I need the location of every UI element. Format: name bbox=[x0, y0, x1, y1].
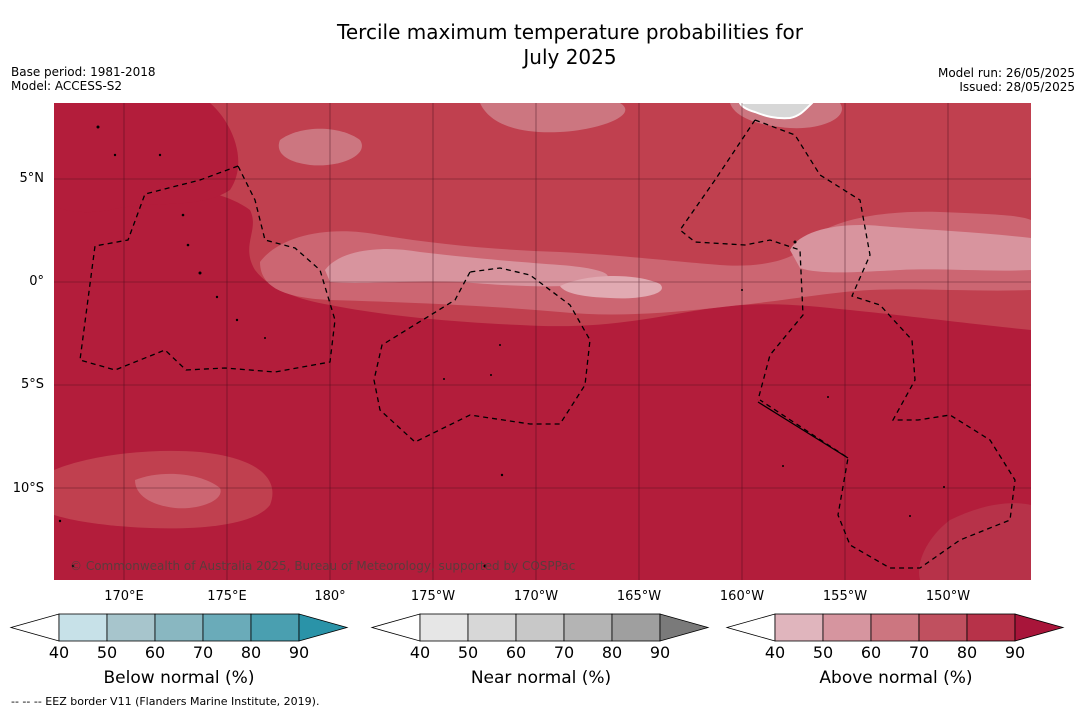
probability-patch-southwest bbox=[135, 473, 221, 509]
left-metadata: Base period: 1981-2018 Model: ACCESS-S2 bbox=[11, 65, 156, 93]
colorbar-segment bbox=[774, 613, 824, 642]
lat-label-5n: 5°N bbox=[19, 171, 45, 186]
lon-label-155w: 155°W bbox=[822, 589, 868, 604]
colorbar-segment bbox=[419, 613, 469, 642]
probability-band-southeast bbox=[919, 503, 1031, 580]
graticule bbox=[54, 103, 1031, 580]
model-name: Model: ACCESS-S2 bbox=[11, 79, 123, 93]
colorbar-tick-label: 60 bbox=[860, 643, 882, 662]
model-run: Model run: 26/05/2025 bbox=[937, 66, 1075, 80]
colorbar-segment bbox=[870, 613, 920, 642]
colorbar-tick-label: 60 bbox=[505, 643, 527, 662]
colorbar-tick-label: 70 bbox=[192, 643, 214, 662]
colorbar-label-near: Near normal (%) bbox=[470, 668, 612, 688]
colorbar-label-above: Above normal (%) bbox=[819, 668, 973, 688]
lon-label-180: 180° bbox=[314, 589, 346, 604]
colorbar-segment bbox=[58, 613, 108, 642]
eez-border-howland-baker bbox=[373, 267, 591, 443]
colorbar-segment bbox=[822, 613, 872, 642]
colorbar-tick-label: 90 bbox=[649, 643, 671, 662]
colorbar-tick-label: 60 bbox=[144, 643, 166, 662]
colorbar-tick-label: 50 bbox=[812, 643, 834, 662]
lon-label-165w: 165°W bbox=[616, 589, 662, 604]
lat-label-10s: 10°S bbox=[12, 481, 44, 496]
colorbar-near-normal bbox=[370, 613, 710, 642]
colorbar-below-normal bbox=[9, 613, 349, 642]
lon-label-170w: 170°W bbox=[513, 589, 559, 604]
eez-border-kiribati-line bbox=[679, 119, 804, 401]
colorbar-tick-label: 70 bbox=[908, 643, 930, 662]
colorbar-extend-high bbox=[298, 613, 349, 642]
issued-date: Issued: 28/05/2025 bbox=[959, 80, 1075, 94]
lon-label-175w: 175°W bbox=[410, 589, 456, 604]
colorbar-tick-label: 80 bbox=[601, 643, 623, 662]
islands bbox=[58, 125, 945, 568]
colorbar-tick-label: 80 bbox=[956, 643, 978, 662]
colorbar-segment bbox=[250, 613, 300, 642]
colorbar-tick-label: 40 bbox=[409, 643, 431, 662]
map-title: Tercile maximum temperature probabilitie… bbox=[0, 20, 1085, 70]
colorbar-tick-label: 40 bbox=[764, 643, 786, 662]
probability-patch-equator-central bbox=[560, 276, 662, 299]
colorbar-segment bbox=[154, 613, 204, 642]
base-period: Base period: 1981-2018 bbox=[11, 65, 156, 79]
lat-label-5s: 5°S bbox=[20, 377, 44, 392]
colorbar-segment bbox=[467, 613, 517, 642]
title-line-2: July 2025 bbox=[523, 45, 617, 69]
probability-band-west bbox=[54, 103, 239, 213]
colorbar-extend-low bbox=[370, 613, 421, 642]
colorbar-extend-low bbox=[725, 613, 776, 642]
map-area bbox=[54, 103, 1031, 580]
colorbar-label-below: Below normal (%) bbox=[103, 668, 255, 688]
colorbar-tick-label: 70 bbox=[553, 643, 575, 662]
colorbar-segment bbox=[563, 613, 613, 642]
right-metadata: Model run: 26/05/2025 Issued: 28/05/2025 bbox=[938, 66, 1075, 94]
colorbar-above-normal bbox=[725, 613, 1065, 642]
colorbar-segment bbox=[966, 613, 1016, 642]
probability-patch-east bbox=[790, 225, 1031, 273]
eez-solid-segment bbox=[757, 401, 849, 459]
colorbar-tick-label: 90 bbox=[1004, 643, 1026, 662]
lon-label-175e: 175°E bbox=[207, 589, 247, 604]
colorbar-extend-high bbox=[1014, 613, 1065, 642]
lat-label-0: 0° bbox=[29, 274, 44, 289]
eez-border-kiribati-gilberts bbox=[79, 165, 336, 373]
copyright-text: © Commonwealth of Australia 2025, Bureau… bbox=[70, 559, 576, 573]
colorbar-segment bbox=[918, 613, 968, 642]
near-normal-patch bbox=[738, 103, 814, 120]
probability-patch-north bbox=[480, 103, 626, 133]
lon-label-170e: 170°E bbox=[104, 589, 144, 604]
colorbar-tick-label: 40 bbox=[48, 643, 70, 662]
colorbar-segment bbox=[106, 613, 156, 642]
colorbar-segment bbox=[515, 613, 565, 642]
colorbar-tick-label: 50 bbox=[96, 643, 118, 662]
colorbar-extend-low bbox=[9, 613, 60, 642]
colorbar-segment bbox=[611, 613, 661, 642]
colorbar-tick-label: 50 bbox=[457, 643, 479, 662]
colorbar-tick-label: 90 bbox=[288, 643, 310, 662]
colorbar-tick-label: 80 bbox=[240, 643, 262, 662]
colorbar-segment bbox=[202, 613, 252, 642]
probability-patch-equator-west bbox=[325, 249, 608, 287]
eez-borders bbox=[79, 119, 1016, 569]
eez-border-line-islands-north bbox=[754, 119, 1016, 569]
probability-patch-north-central bbox=[278, 128, 362, 166]
lon-label-150w: 150°W bbox=[925, 589, 971, 604]
eez-legend-footer: -- -- -- EEZ border V11 (Flanders Marine… bbox=[11, 695, 320, 708]
colorbar-extend-high bbox=[659, 613, 710, 642]
title-line-1: Tercile maximum temperature probabilitie… bbox=[337, 20, 803, 44]
lon-label-160w: 160°W bbox=[719, 589, 765, 604]
